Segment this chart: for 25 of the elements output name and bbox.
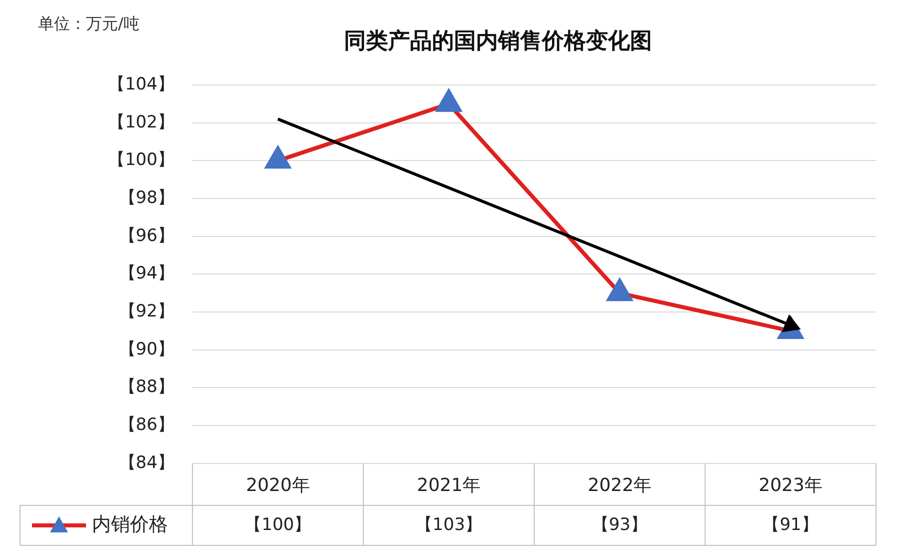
text: 单位：万元/吨 (38, 14, 140, 35)
y-tick-label: 【102】 (108, 112, 174, 132)
x-tick-label: 2020年 (246, 474, 310, 496)
x-tick-label: 2021年 (416, 474, 481, 496)
y-tick-label: 【90】 (118, 339, 174, 360)
data-label: 【100】 (244, 514, 312, 535)
legend-label: 内销价格 (92, 513, 168, 536)
x-tick-label: 2022年 (588, 474, 652, 496)
data-label: 【93】 (592, 514, 648, 535)
y-tick-label: 【96】 (118, 226, 174, 246)
point (436, 90, 462, 112)
y-tick-label: 【84】 (118, 452, 174, 473)
point (607, 279, 632, 302)
x-tick-label: 2023年 (758, 474, 822, 496)
point (266, 146, 290, 169)
y-tick-label: 【94】 (118, 264, 174, 284)
y-tick-label: 【98】 (118, 188, 174, 208)
data-label: 【91】 (762, 514, 818, 535)
y-tick-label: 【92】 (118, 301, 174, 322)
y-tick-label: 【104】 (108, 74, 174, 94)
y-tick-label: 【100】 (108, 150, 174, 170)
y-tick-label: 【88】 (118, 377, 174, 398)
data-label: 【103】 (416, 514, 482, 535)
y-tick-label: 【86】 (118, 414, 174, 435)
chart-title: 同类产品的国内销售价格变化图 (344, 29, 652, 54)
